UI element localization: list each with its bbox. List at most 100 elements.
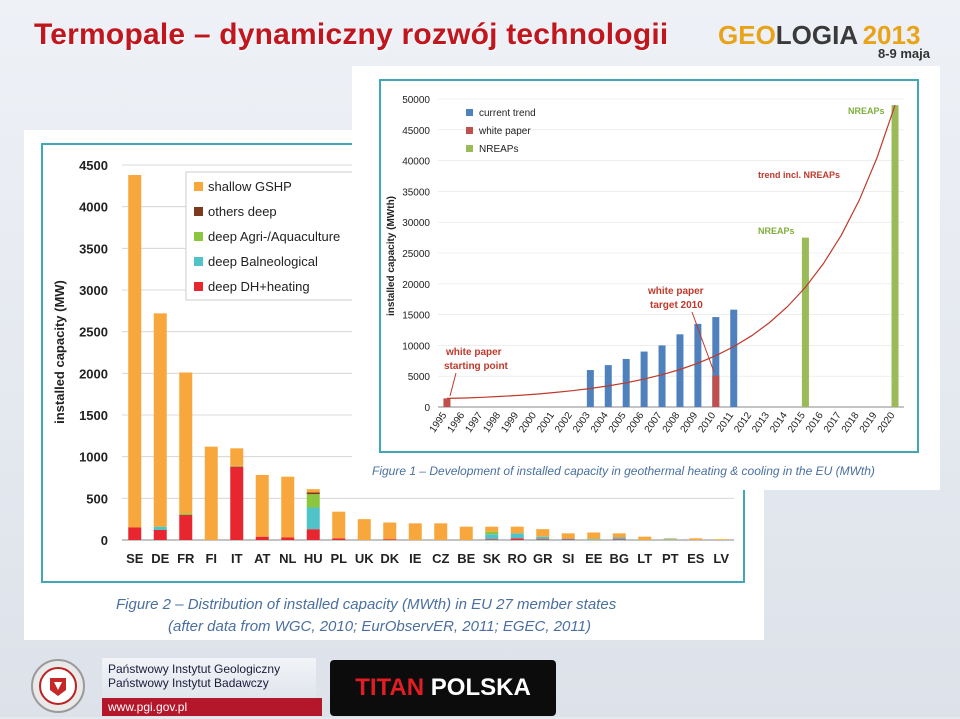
bar [658,345,666,407]
x-tick-label: HU [304,551,323,566]
bar-segment [306,529,320,540]
annotation-trend: trend incl. NREAPs [758,170,840,180]
geologia-logo: GEOLOGIA 2013 8-9 maja [718,20,944,64]
x-tick-label: 2000 [517,410,539,435]
annotation-wp-start-1: white paper [445,347,502,358]
y-tick-label: 15000 [402,311,430,322]
x-tick-label: RO [508,551,528,566]
y-tick-label: 30000 [402,218,430,229]
x-tick-label: SI [562,551,574,566]
trend-curve [446,105,896,399]
bar-segment [689,538,703,540]
bar-segment [459,526,473,540]
x-tick-label: 2017 [822,410,844,435]
bar-segment [179,372,193,514]
x-tick-label: 2008 [661,410,683,435]
bar [891,105,899,407]
x-tick-label: 2011 [715,410,737,434]
y-tick-label: 10000 [402,341,430,352]
bar-segment [179,515,193,540]
bar-segment [383,539,397,540]
x-tick-label: LV [713,551,729,566]
x-tick-label: 2004 [589,410,611,435]
bar-segment [485,531,499,535]
bar-segment [587,539,601,540]
bar-segment [255,536,269,540]
y-tick-label: 40000 [402,157,430,168]
y-tick-label: 50000 [402,95,430,106]
y-tick-label: 500 [86,491,108,506]
legend-swatch [194,232,203,241]
logo-dates: 8-9 maja [877,46,930,61]
bar-segment [434,523,448,540]
x-tick-label: 2019 [858,410,880,435]
bar-segment [510,538,524,540]
annotation-wp-target-1: white paper [647,286,704,297]
annotation-arrow [691,311,715,373]
bar-segment [663,538,677,540]
y-tick-label: 1000 [79,450,108,465]
legend-swatch [466,127,473,134]
bar-segment [306,492,320,495]
bar-segment [306,489,320,493]
x-tick-label: 1999 [499,410,521,435]
legend-label: current trend [479,108,536,119]
x-tick-label: 2003 [571,410,593,435]
x-tick-label: PT [662,551,679,566]
y-tick-label: 45000 [402,126,430,137]
legend-label: shallow GSHP [208,179,292,194]
bar-segment [587,532,601,540]
x-tick-label: 2009 [679,410,701,435]
x-tick-label: DE [151,551,169,566]
bar-segment [179,513,193,515]
annotation-wp-start-2: starting point [444,361,509,372]
slide-title: Termopale – dynamiczny rozwój technologi… [34,18,669,51]
bar-segment [153,313,167,527]
y-axis-label: installed capacity (MWth) [386,196,397,316]
bar-segment [561,533,575,539]
x-tick-label: 1997 [463,410,485,435]
legend-swatch [194,257,203,266]
annotation-wp-target-2: target 2010 [650,300,703,311]
x-tick-label: SE [126,551,144,566]
bar-segment [383,522,397,540]
legend-label: NREAPs [479,144,518,155]
annotation-arrow [449,372,457,397]
logo-geo: GEO [718,20,776,50]
chart-border [379,79,919,453]
x-tick-label: IE [409,551,422,566]
x-tick-label: 2012 [732,410,754,435]
bar-segment [510,526,524,534]
annotation-nreaps-mid: NREAPs [758,226,795,236]
bar-segment [153,526,167,530]
bar-segment [128,527,142,540]
x-tick-label: 2020 [876,410,898,435]
logo-logia: LOGIA [775,20,859,50]
bar-segment [485,534,499,540]
x-tick-label: 2007 [643,410,665,435]
bar-segment [230,448,244,466]
bar-segment [536,529,550,537]
bar-segment [485,526,499,532]
bar [443,398,451,407]
bar-segment [638,536,652,540]
logo-year: 2013 [862,20,921,50]
x-tick-label: IT [231,551,243,566]
x-tick-label: 1996 [446,410,468,435]
annotation-nreaps-top: NREAPs [848,106,885,116]
x-tick-label: ES [687,551,705,566]
y-tick-label: 1500 [79,408,108,423]
x-tick-label: 2018 [840,410,862,435]
footer-url[interactable]: www.pgi.gov.pl [102,698,322,716]
x-tick-label: 2001 [535,410,557,435]
y-tick-label: 20000 [402,280,430,291]
x-tick-label: 2002 [553,410,575,435]
legend-swatch [194,282,203,291]
brand-titan: TITAN [355,674,425,701]
titan-polska-logo: TITAN POLSKA [330,660,556,716]
x-tick-label: DK [380,551,399,566]
bar-segment [255,475,269,537]
legend-label: others deep [208,204,277,219]
y-tick-label: 25000 [402,249,430,260]
x-tick-label: 2013 [750,410,772,435]
